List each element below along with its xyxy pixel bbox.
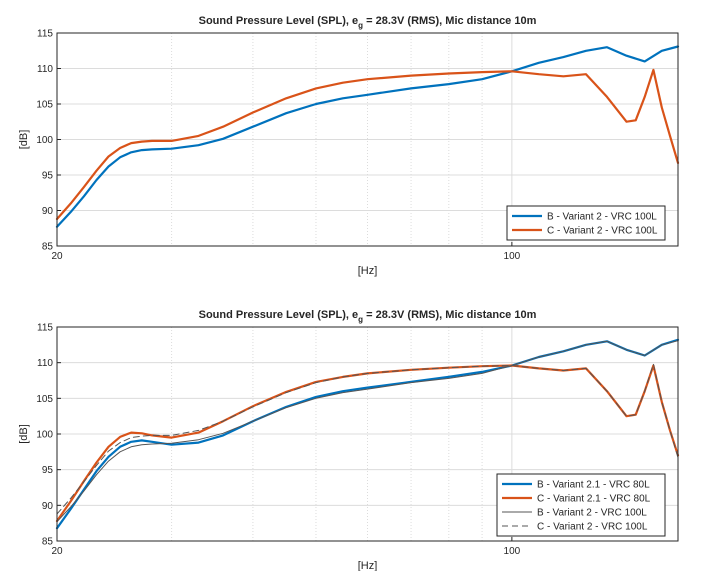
legend-label: C - Variant 2.1 - VRC 80L (537, 494, 651, 505)
series-line-1 (55, 45, 680, 228)
y-tick-label: 90 (42, 501, 54, 512)
chart-title: Sound Pressure Level (SPL), eg = 28.3V (… (199, 309, 537, 324)
y-tick-label: 115 (37, 29, 53, 40)
y-tick-label: 115 (37, 323, 53, 334)
legend-box (506, 205, 666, 241)
chart-title-main: Sound Pressure Level (SPL), e (199, 15, 359, 27)
x-tick-label: 100 (504, 251, 521, 262)
chart-title-rest: = 28.3V (RMS), Mic distance 10m (363, 309, 537, 321)
chart-title-subscript: g (358, 21, 363, 30)
legend: B - Variant 2 - VRC 100L C - Variant 2 - … (506, 205, 666, 241)
chart-title-main: Sound Pressure Level (SPL), e (199, 309, 359, 321)
chart-title-rest: = 28.3V (RMS), Mic distance 10m (363, 15, 537, 27)
y-tick-label: 95 (42, 465, 54, 476)
series-line-2 (55, 68, 680, 221)
x-axis-label: [Hz] (358, 265, 378, 277)
y-axis-label: [dB] (18, 130, 30, 150)
y-tick-label: 85 (42, 537, 54, 548)
y-tick-label: 105 (36, 100, 53, 111)
y-tick-label: 100 (36, 430, 53, 441)
x-axis-label: [Hz] (358, 560, 378, 571)
x-tick-label: 100 (504, 546, 521, 557)
y-tick-label: 85 (42, 242, 54, 253)
legend: B - Variant 2.1 - VRC 80L C - Variant 2.1… (496, 473, 666, 537)
x-tick-label: 20 (51, 546, 63, 557)
chart-panel-2: 85 90 95 100 105 110 115 20 100 [Hz] [dB] Sound Pre… (18, 309, 680, 571)
legend-label: C - Variant 2 - VRC 100L (537, 522, 648, 533)
y-axis-label: [dB] (18, 424, 30, 444)
y-tick-label: 105 (36, 394, 53, 405)
chart-title: Sound Pressure Level (SPL), eg = 28.3V (… (199, 15, 537, 30)
legend-label: C - Variant 2 - VRC 100L (547, 226, 658, 237)
legend-label: B - Variant 2 - VRC 100L (547, 212, 657, 223)
legend-label: B - Variant 2 - VRC 100L (537, 508, 647, 519)
y-tick-label: 95 (42, 171, 54, 182)
legend-label: B - Variant 2.1 - VRC 80L (537, 480, 650, 491)
y-tick-label: 100 (36, 135, 53, 146)
y-tick-label: 90 (42, 206, 54, 217)
series-line-4 (56, 363, 679, 515)
y-tick-label: 110 (37, 64, 53, 75)
y-tick-label: 110 (37, 358, 53, 369)
series-line-3 (56, 340, 679, 523)
x-tick-label: 20 (51, 251, 63, 262)
chart-title-subscript: g (358, 315, 363, 324)
chart-panel-1: 85 90 95 100 105 110 115 20 100 [Hz] [dB] Sound Pre… (18, 15, 680, 277)
